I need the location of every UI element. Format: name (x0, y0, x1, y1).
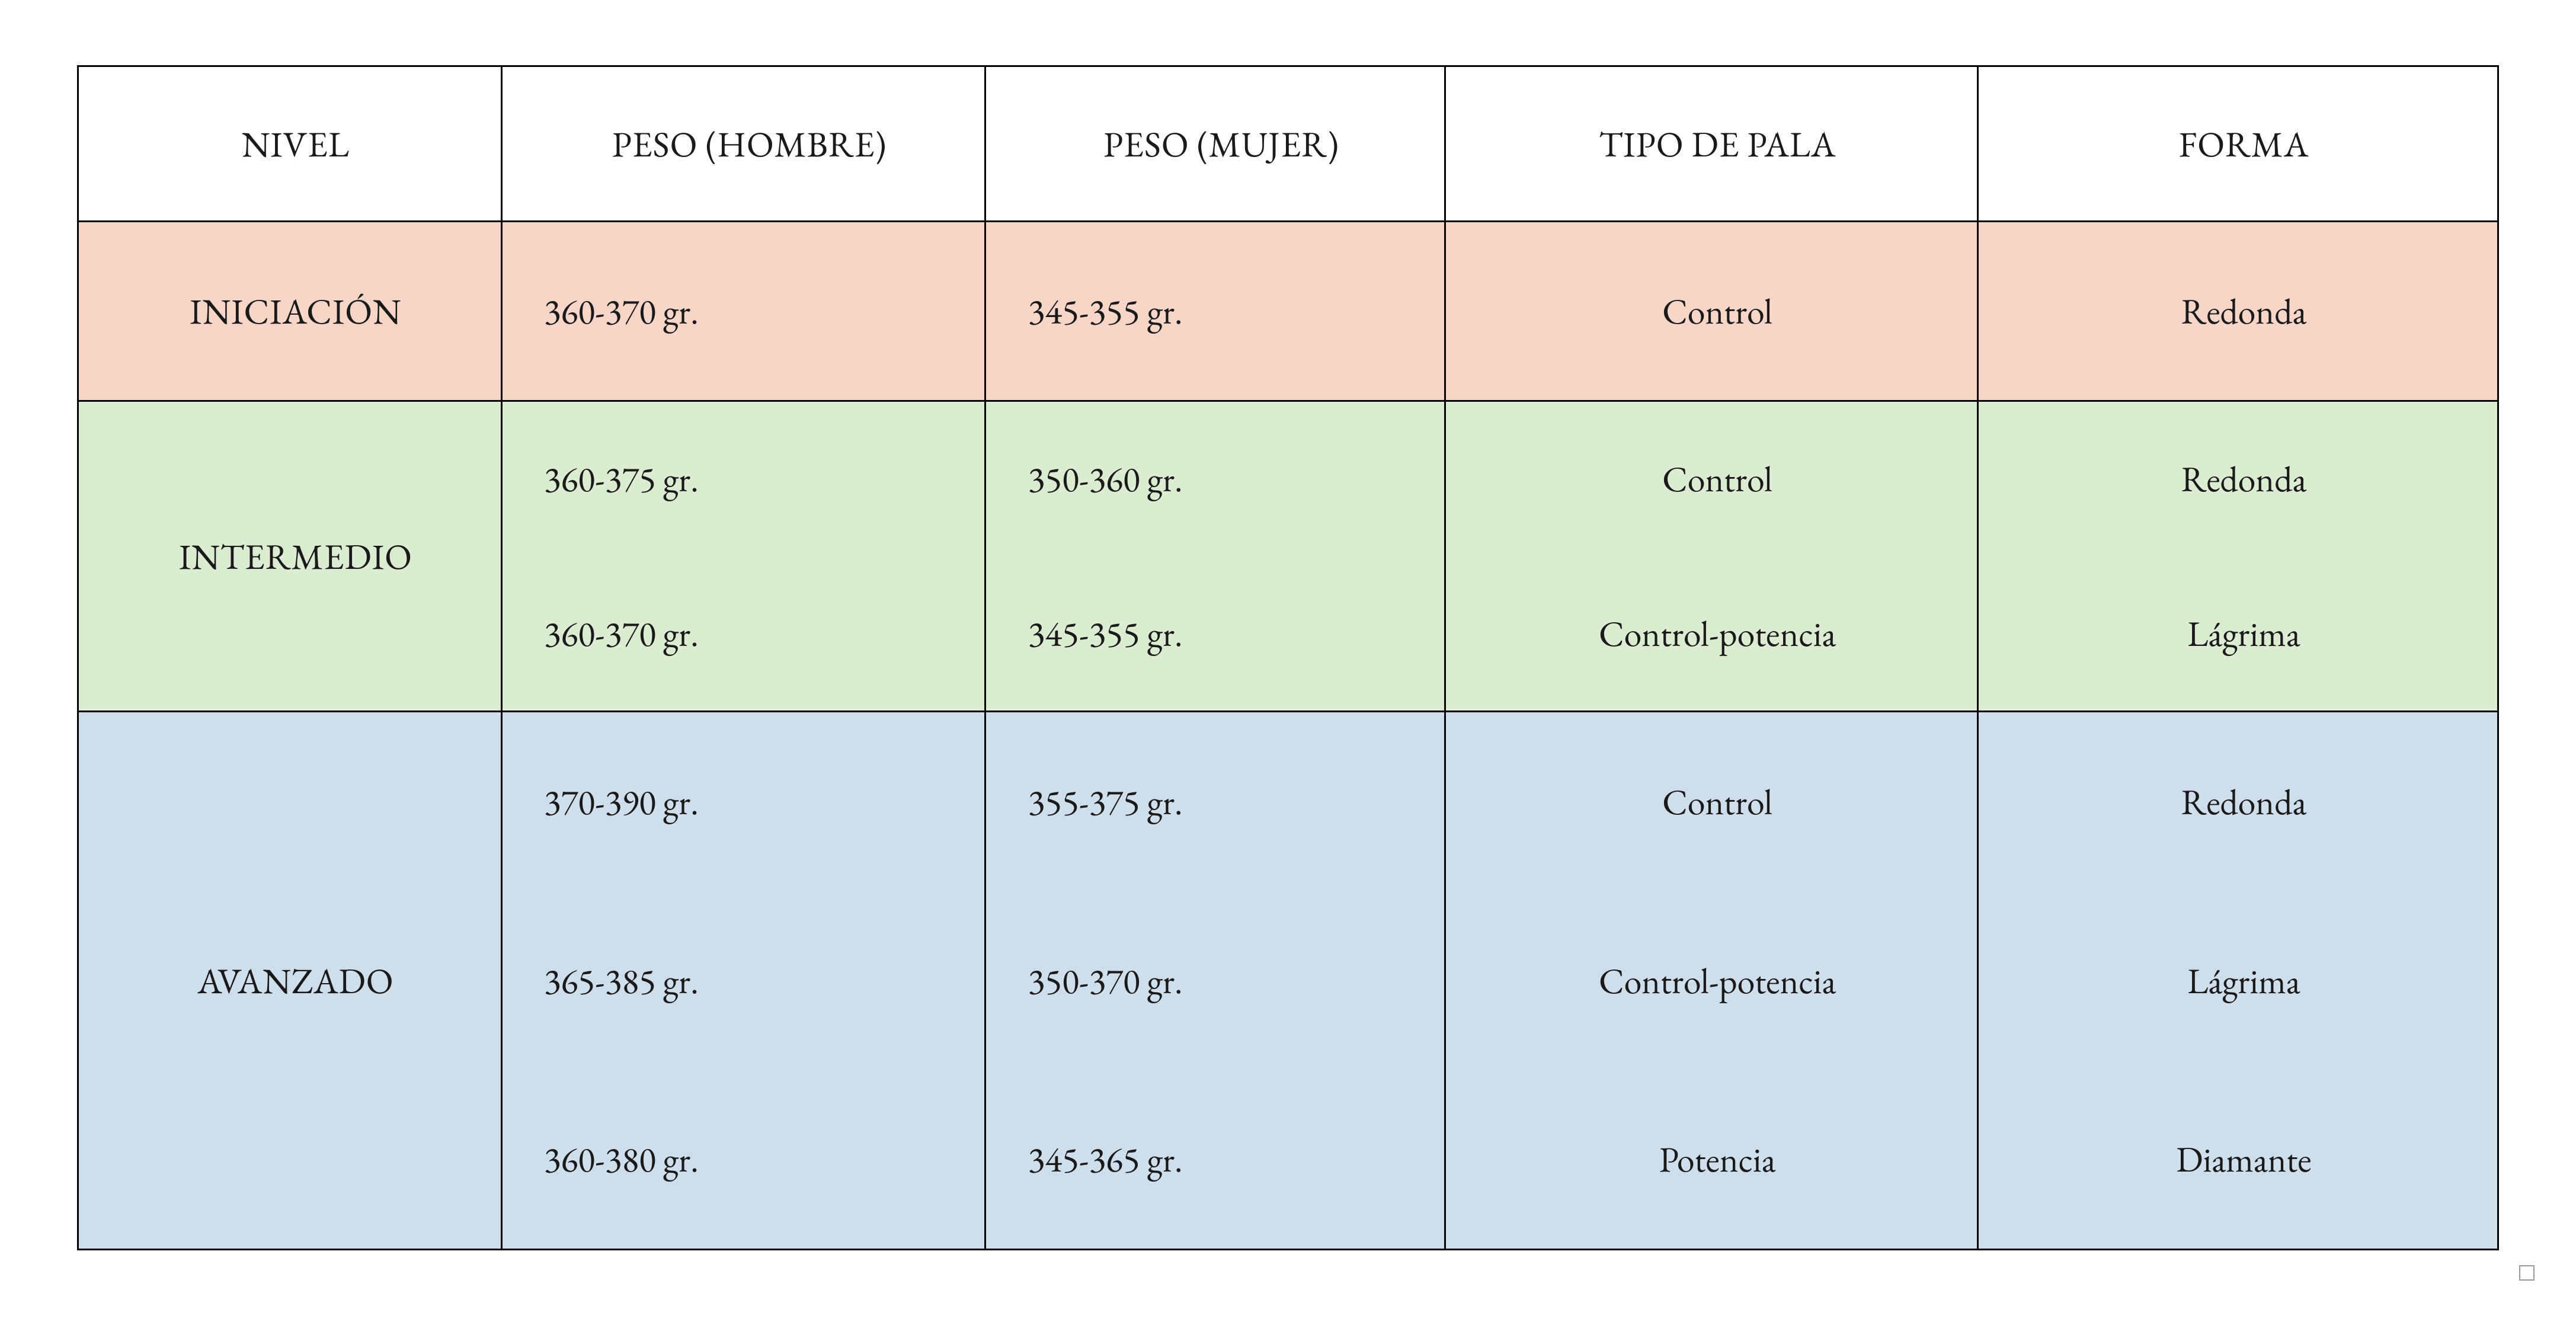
cell-forma: Redonda (1977, 712, 2498, 891)
cell-peso-hombre: 360-370 gr. (501, 556, 985, 712)
cell-forma: Lágrima (1977, 891, 2498, 1070)
level-intermedio: INTERMEDIO (78, 401, 502, 711)
cell-peso-hombre: 370-390 gr. (501, 712, 985, 891)
cell-peso-hombre: 360-380 gr. (501, 1070, 985, 1250)
cell-peso-mujer: 350-360 gr. (985, 401, 1445, 556)
cell-tipo: Control-potencia (1445, 556, 1977, 712)
col-tipo-pala: TIPO DE PALA (1445, 66, 1977, 222)
end-of-section-icon (2519, 1265, 2535, 1281)
cell-tipo: Potencia (1445, 1070, 1977, 1250)
table-row: AVANZADO 370-390 gr. 355-375 gr. Control… (78, 712, 2498, 891)
level-avanzado: AVANZADO (78, 712, 502, 1250)
cell-tipo: Control-potencia (1445, 891, 1977, 1070)
level-iniciacion: INICIACIÓN (78, 222, 502, 401)
cell-tipo: Control (1445, 712, 1977, 891)
cell-forma: Lágrima (1977, 556, 2498, 712)
col-nivel: NIVEL (78, 66, 502, 222)
cell-forma: Redonda (1977, 401, 2498, 556)
table-row: INICIACIÓN 360-370 gr. 345-355 gr. Contr… (78, 222, 2498, 401)
cell-peso-hombre: 360-375 gr. (501, 401, 985, 556)
cell-forma: Diamante (1977, 1070, 2498, 1250)
cell-tipo: Control (1445, 222, 1977, 401)
cell-peso-mujer: 345-355 gr. (985, 222, 1445, 401)
cell-peso-mujer: 345-355 gr. (985, 556, 1445, 712)
col-forma: FORMA (1977, 66, 2498, 222)
cell-peso-hombre: 360-370 gr. (501, 222, 985, 401)
cell-forma: Redonda (1977, 222, 2498, 401)
cell-tipo: Control (1445, 401, 1977, 556)
table-row: INTERMEDIO 360-375 gr. 350-360 gr. Contr… (78, 401, 2498, 556)
table-header-row: NIVEL PESO (HOMBRE) PESO (MUJER) TIPO DE… (78, 66, 2498, 222)
col-peso-mujer: PESO (MUJER) (985, 66, 1445, 222)
page: NIVEL PESO (HOMBRE) PESO (MUJER) TIPO DE… (0, 0, 2576, 1328)
cell-peso-mujer: 345-365 gr. (985, 1070, 1445, 1250)
cell-peso-mujer: 355-375 gr. (985, 712, 1445, 891)
cell-peso-mujer: 350-370 gr. (985, 891, 1445, 1070)
cell-peso-hombre: 365-385 gr. (501, 891, 985, 1070)
col-peso-hombre: PESO (HOMBRE) (501, 66, 985, 222)
paddle-table: NIVEL PESO (HOMBRE) PESO (MUJER) TIPO DE… (77, 65, 2499, 1250)
